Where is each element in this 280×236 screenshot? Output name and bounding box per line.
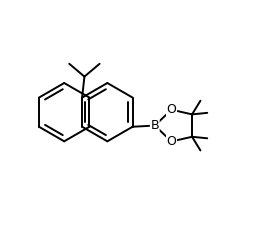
Text: O: O: [167, 135, 176, 148]
Text: O: O: [167, 103, 176, 116]
Text: B: B: [150, 119, 159, 132]
